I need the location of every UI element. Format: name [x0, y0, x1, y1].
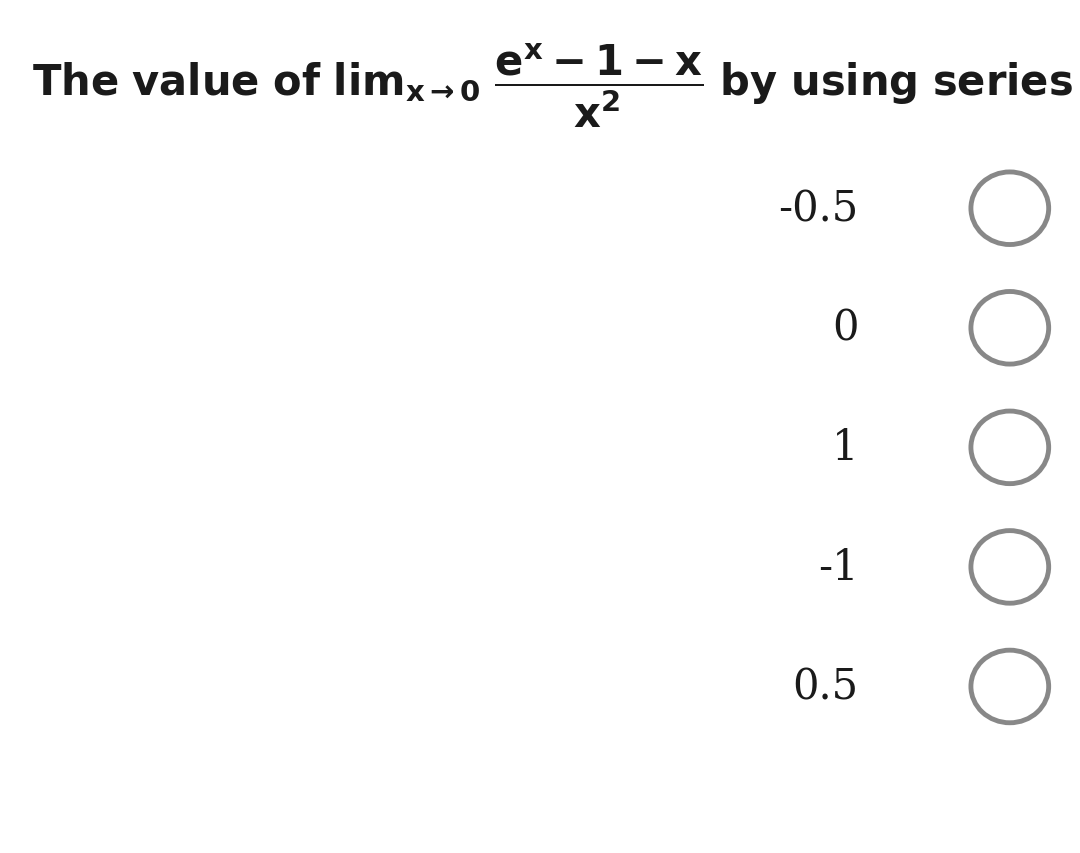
Text: -1: -1	[819, 546, 859, 589]
Text: $\bf{The\ value\ of\ lim}_{x\to 0}\ \dfrac{e^x-1-x}{x^2}\ \bf{by\ using\ series\: $\bf{The\ value\ of\ lim}_{x\to 0}\ \dfr…	[32, 41, 1080, 130]
Text: 1: 1	[833, 426, 859, 469]
Text: 0.5: 0.5	[793, 665, 859, 708]
Text: 0: 0	[832, 307, 859, 350]
Text: -0.5: -0.5	[779, 188, 859, 230]
